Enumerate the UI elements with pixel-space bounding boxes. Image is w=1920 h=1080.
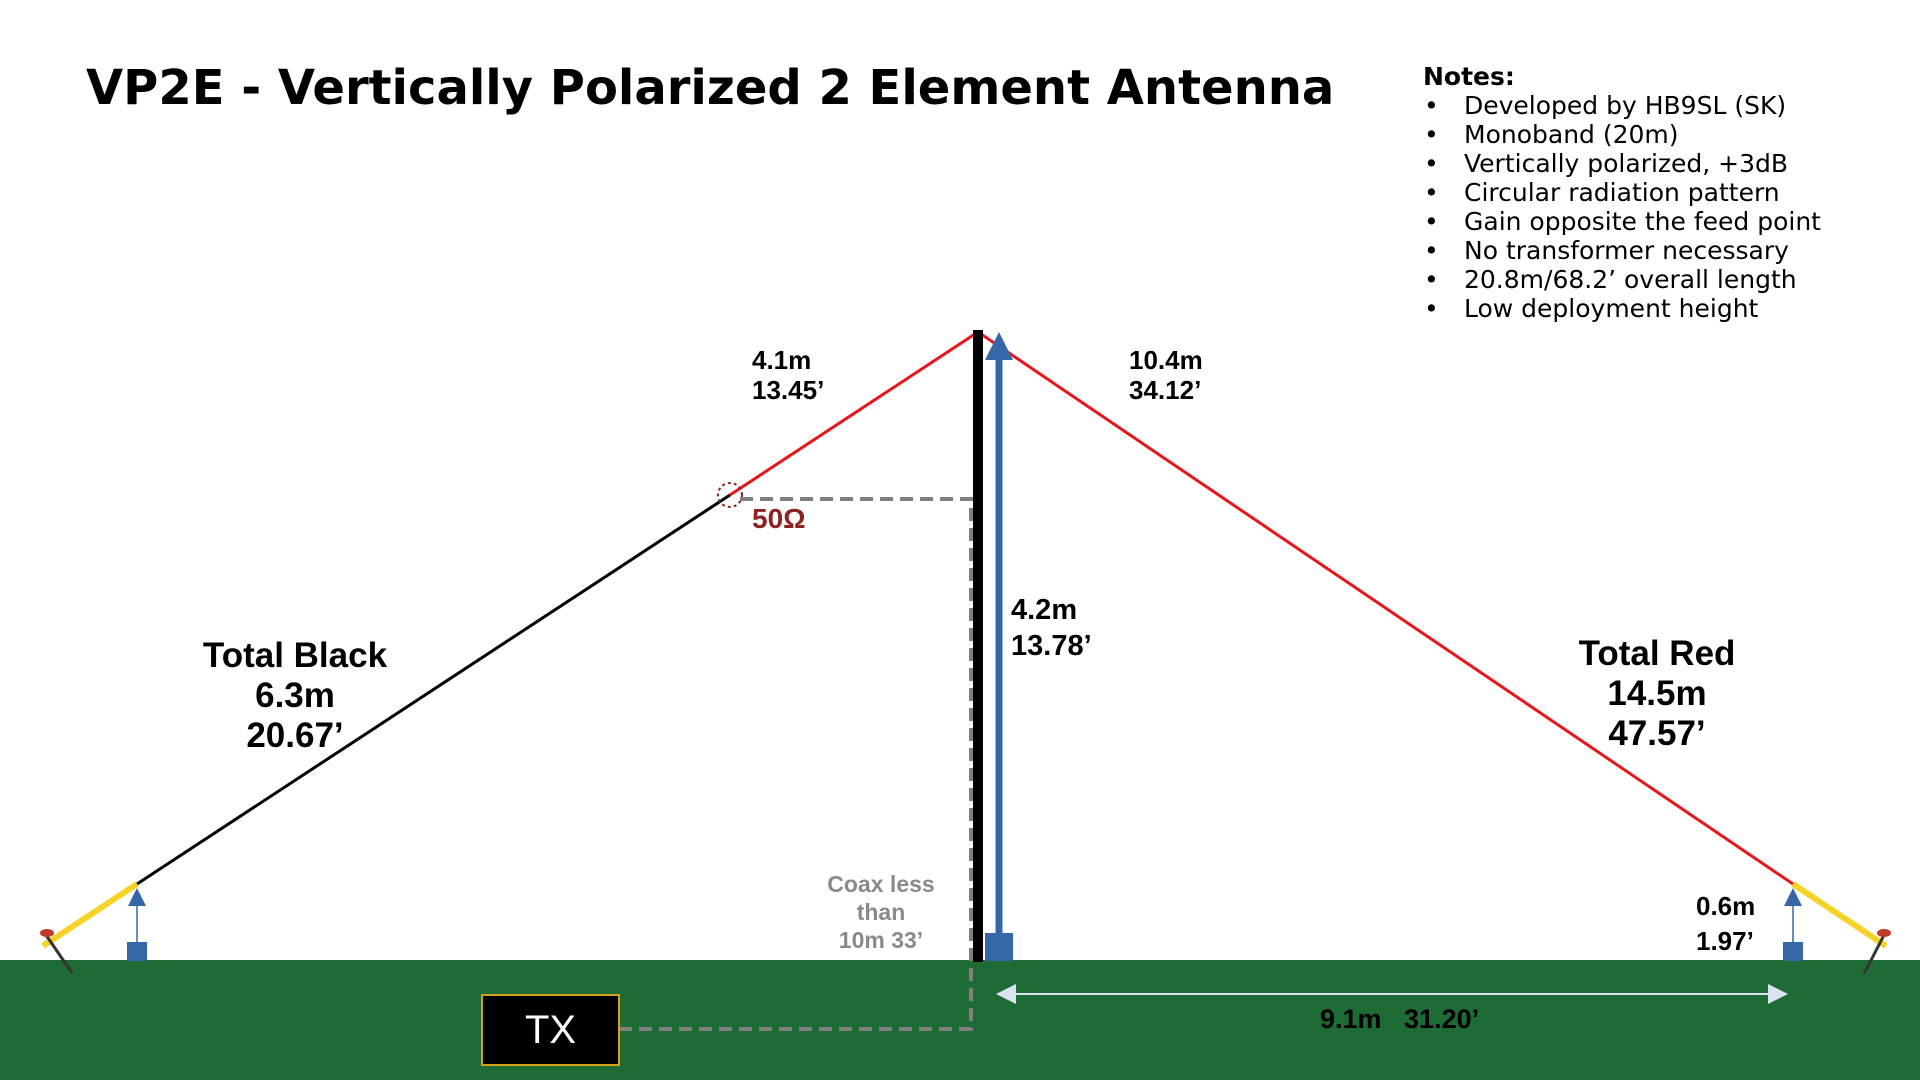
- black-element-wire: [136, 493, 731, 886]
- top-right-segment-metric: 10.4m: [1129, 345, 1203, 375]
- total-red-heading: Total Red: [1578, 634, 1736, 673]
- tx-box: TX: [481, 994, 620, 1066]
- top-left-segment-imperial: 13.45’: [752, 375, 825, 405]
- total-black-imperial: 20.67’: [246, 716, 344, 755]
- list-item: Monoband (20m): [1423, 120, 1821, 149]
- notes-panel: Notes: Developed by HB9SL (SK) Monoband …: [1423, 62, 1821, 323]
- right-stake: [1791, 881, 1891, 975]
- total-black-metric: 6.3m: [255, 676, 335, 715]
- top-left-segment-metric: 4.1m: [752, 345, 812, 375]
- list-item: Vertically polarized, +3dB: [1423, 149, 1821, 178]
- list-item: Circular radiation pattern: [1423, 178, 1821, 207]
- mast-height-imperial: 13.78’: [1011, 630, 1092, 662]
- total-black-label: Total Black 6.3m 20.67’: [195, 636, 395, 756]
- mast-height-label: 4.2m 13.78’: [1011, 592, 1092, 664]
- total-red-imperial: 47.57’: [1608, 714, 1706, 753]
- ground: [0, 960, 1920, 1080]
- top-right-segment-label: 10.4m 34.12’: [1129, 345, 1203, 405]
- list-item: Developed by HB9SL (SK): [1423, 91, 1821, 120]
- coax-label-line1: Coax less: [827, 871, 935, 897]
- red-element-top-left-wire: [729, 330, 979, 497]
- mast-height-metric: 4.2m: [1011, 594, 1078, 626]
- feed-point-marker: [717, 482, 743, 508]
- impedance-label: 50Ω: [752, 503, 806, 534]
- list-item: Gain opposite the feed point: [1423, 207, 1821, 236]
- coax-label-line3: 10m 33’: [838, 927, 924, 953]
- top-right-segment-imperial: 34.12’: [1129, 375, 1202, 405]
- notes-list: Developed by HB9SL (SK) Monoband (20m) V…: [1423, 91, 1821, 323]
- list-item: Low deployment height: [1423, 294, 1821, 323]
- end-height-label: 0.6m 1.97’: [1696, 889, 1755, 959]
- total-black-heading: Total Black: [202, 636, 388, 675]
- left-end-height-marker: [127, 888, 147, 961]
- list-item: No transformer necessary: [1423, 236, 1821, 265]
- coax-label-line2: than: [856, 899, 906, 925]
- red-element-right-wire: [977, 330, 1794, 886]
- total-red-metric: 14.5m: [1607, 674, 1707, 713]
- end-height-metric: 0.6m: [1696, 891, 1756, 921]
- top-left-segment-label: 4.1m 13.45’: [752, 345, 824, 405]
- right-end-height-marker: [1783, 888, 1803, 961]
- left-stake: [40, 881, 139, 974]
- ground-distance-label: 9.1m 31.20’: [1320, 1004, 1480, 1034]
- notes-heading: Notes:: [1423, 62, 1515, 91]
- end-height-imperial: 1.97’: [1696, 926, 1754, 956]
- total-red-label: Total Red 14.5m 47.57’: [1557, 634, 1757, 754]
- coax-label: Coax less than 10m 33’: [821, 870, 941, 954]
- mast-height-arrow: [985, 332, 1013, 961]
- list-item: 20.8m/68.2’ overall length: [1423, 265, 1821, 294]
- page-title: VP2E - Vertically Polarized 2 Element An…: [86, 60, 1335, 116]
